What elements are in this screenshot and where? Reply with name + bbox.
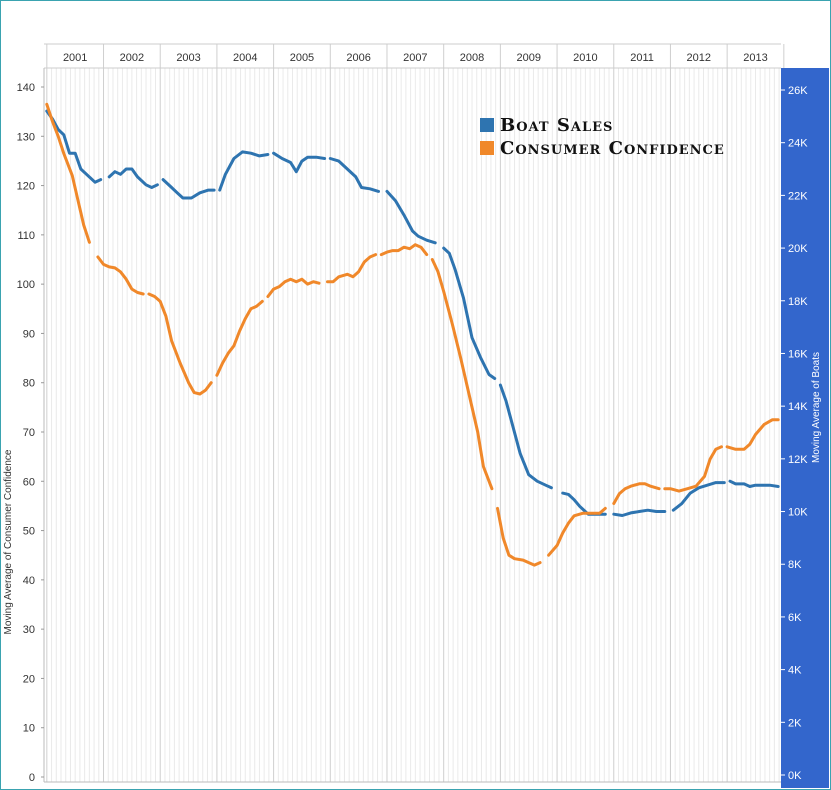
right-tick-label: 4K [788, 665, 802, 677]
right-tick-label: 16K [788, 348, 808, 360]
consumer-confidence-line-segment [663, 445, 723, 493]
consumer-confidence-legend-swatch [480, 141, 494, 155]
right-tick-label: 0K [788, 770, 802, 782]
consumer-confidence-line-segment [612, 482, 661, 505]
boat-sales-line-segment [161, 178, 216, 200]
left-tick-label: 130 [17, 131, 35, 143]
right-y-axis: 0K 2K 4K 6K 8K 10K 12K 14K 16K 18K 20K 22K 24K 26K Mov… [781, 68, 829, 788]
plot-area [44, 68, 781, 782]
year-header: 2001 2002 2003 2004 2005 2006 2007 2008 2009 2010… [43, 43, 781, 783]
year-label: 2011 [630, 52, 654, 64]
consumer-confidence-line-segment [725, 418, 780, 451]
left-tick-label: 20 [23, 673, 35, 685]
right-tick-label: 18K [788, 296, 808, 308]
left-tick-label: 40 [23, 575, 35, 587]
year-label: 2001 [63, 52, 87, 64]
right-tick-label: 12K [788, 454, 808, 466]
year-label: 2005 [290, 52, 314, 64]
boat-sales-line-segment [671, 481, 726, 512]
left-tick-label: 140 [17, 82, 35, 94]
boat-sales-line-segment [498, 383, 553, 490]
left-tick-label: 100 [17, 279, 35, 291]
consumer-confidence-line-segment [266, 277, 321, 298]
right-tick-label: 26K [788, 85, 808, 97]
year-label: 2006 [346, 52, 370, 64]
left-tick-label: 10 [23, 723, 35, 735]
boat-sales-line-segment [328, 157, 380, 193]
consumer-confidence-line-segment [326, 253, 378, 284]
year-label: 2002 [120, 52, 144, 64]
boat-sales-line-segment [612, 508, 667, 517]
left-tick-label: 60 [23, 476, 35, 488]
boat-sales-line-segment [218, 150, 270, 192]
boat-sales-line-segment [728, 479, 780, 488]
right-tick-label: 10K [788, 507, 808, 519]
year-label: 2010 [573, 52, 597, 64]
consumer-confidence-line-segment [96, 255, 145, 296]
year-label: 2003 [176, 52, 200, 64]
year-label: 2008 [460, 52, 484, 64]
left-y-axis: 0 10 20 30 40 50 60 70 80 90 100 110 120 130 140 Moving… [3, 82, 44, 784]
consumer-confidence-line-segment [379, 243, 429, 257]
right-tick-label: 8K [788, 559, 802, 571]
left-tick-label: 30 [23, 624, 35, 636]
right-tick-label: 14K [788, 401, 808, 413]
left-tick-label: 110 [17, 230, 35, 242]
boat-sales-line-segment [442, 246, 497, 380]
year-label: 2007 [403, 52, 427, 64]
consumer-confidence-line-segment [496, 506, 542, 567]
right-tick-label: 22K [788, 190, 808, 202]
right-axis-title: Moving Average of Boats [811, 352, 822, 463]
boat-sales-line-segment [272, 151, 327, 174]
year-label: 2013 [743, 52, 767, 64]
left-tick-label: 50 [23, 526, 35, 538]
left-tick-label: 120 [17, 181, 35, 193]
right-tick-label: 24K [788, 138, 808, 150]
consumer-confidence-legend-label: Consumer Confidence [500, 138, 725, 159]
year-label: 2004 [233, 52, 257, 64]
right-tick-label: 6K [788, 612, 802, 624]
left-tick-label: 90 [23, 328, 35, 340]
left-tick-label: 0 [29, 772, 35, 784]
boat-sales-legend-label: Boat Sales [500, 115, 613, 136]
consumer-confidence-line-segment [45, 102, 91, 244]
plot-background [44, 68, 781, 782]
boat-sales-line-segment [107, 167, 159, 189]
year-label: 2009 [516, 52, 540, 64]
right-tick-label: 2K [788, 717, 802, 729]
consumer-confidence-line-segment [215, 299, 264, 377]
left-axis-title: Moving Average of Consumer Confidence [3, 449, 14, 634]
boat-sales-line-segment [45, 109, 103, 184]
consumer-confidence-line-segment [547, 506, 607, 557]
consumer-confidence-line-segment [430, 258, 494, 491]
boat-sales-legend-swatch [480, 118, 494, 132]
right-axis-panel [781, 68, 829, 788]
left-tick-label: 70 [23, 427, 35, 439]
series-lines [45, 102, 780, 567]
consumer-confidence-line-segment [147, 292, 213, 396]
boat-sales-line-segment [385, 189, 437, 245]
right-tick-label: 20K [788, 243, 808, 255]
year-label: 2012 [687, 52, 711, 64]
left-tick-label: 80 [23, 378, 35, 390]
